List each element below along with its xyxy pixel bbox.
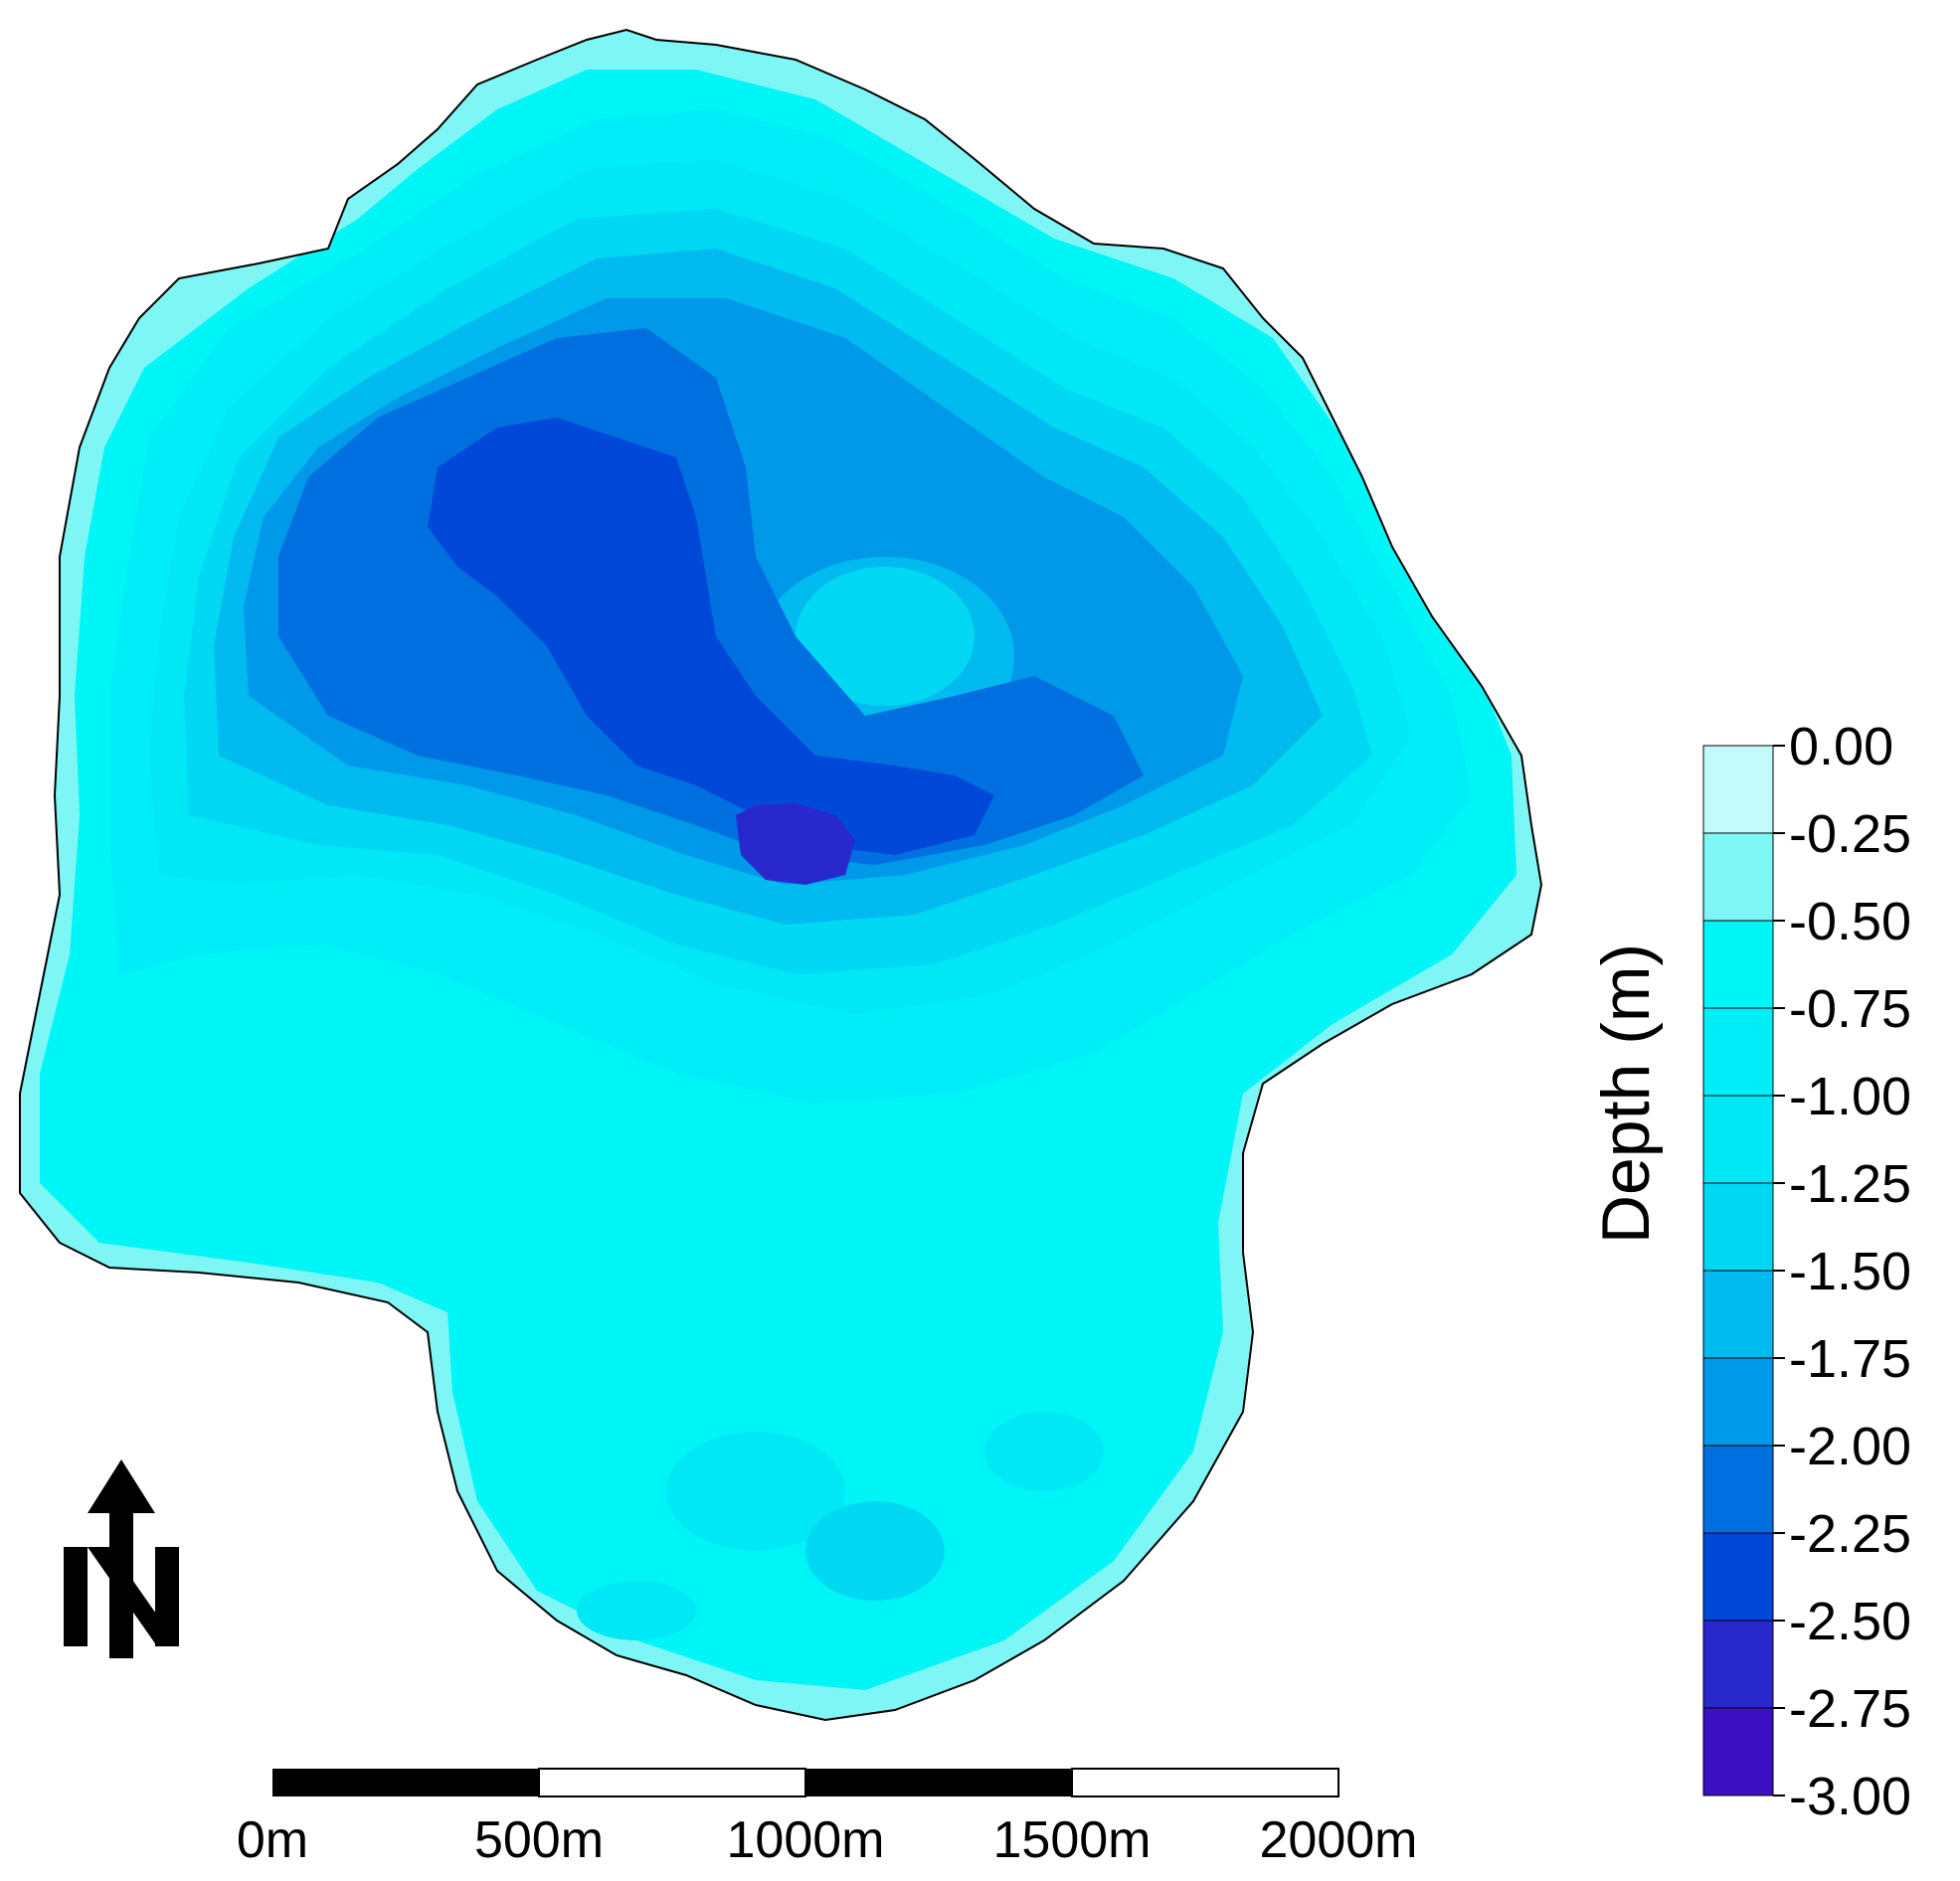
scale-label-500: 500m xyxy=(474,1811,604,1869)
legend-tick-label: -1.75 xyxy=(1789,1329,1911,1389)
south-patch-3 xyxy=(984,1412,1104,1491)
legend-tick-label: -0.25 xyxy=(1789,804,1911,864)
legend-tick-label: -0.50 xyxy=(1789,892,1911,951)
scale-label-1000: 1000m xyxy=(727,1811,885,1869)
legend-tick-label: -2.50 xyxy=(1789,1592,1911,1651)
scale-label-2000: 2000m xyxy=(1260,1811,1418,1869)
legend-tick-label: -2.25 xyxy=(1789,1504,1911,1564)
scale-label-1500: 1500m xyxy=(993,1811,1152,1869)
legend-tick-label: -1.00 xyxy=(1789,1067,1911,1126)
north-arrow-icon xyxy=(64,1459,179,1658)
legend-swatch xyxy=(1702,1270,1774,1359)
south-patch-1 xyxy=(666,1432,845,1551)
legend-swatch xyxy=(1702,1532,1774,1622)
legend-swatch xyxy=(1702,1707,1774,1796)
legend-tick-label: 0.00 xyxy=(1789,717,1893,776)
legend-swatch xyxy=(1702,1357,1774,1447)
legend-tick-label: -0.75 xyxy=(1789,979,1911,1039)
legend-swatch xyxy=(1702,920,1774,1009)
depth-zone-2-25 xyxy=(428,418,994,855)
legend-tick-label: -2.75 xyxy=(1789,1679,1911,1739)
scale-bar: 0m 500m 1000m 1500m 2000m xyxy=(237,1768,1418,1869)
depth-legend: 0.00 -0.25 -0.50 -0.75 -1.00 -1.25 -1.50 -1.75 -… xyxy=(1588,717,1911,1826)
legend-tick-label: -3.00 xyxy=(1789,1767,1911,1826)
legend-tick-labels: 0.00 -0.25 -0.50 -0.75 -1.00 -1.25 -1.50 -1.75 -… xyxy=(1773,717,1911,1826)
legend-colorbar xyxy=(1702,745,1774,1796)
legend-swatch xyxy=(1702,1007,1774,1097)
shallow-mound-core xyxy=(796,567,975,706)
scale-segment-4 xyxy=(1071,1768,1339,1797)
legend-tick-label: -1.25 xyxy=(1789,1154,1911,1214)
scale-segment-1 xyxy=(272,1769,539,1796)
legend-tick-label: -1.50 xyxy=(1789,1242,1911,1301)
legend-swatch xyxy=(1702,745,1774,834)
legend-tick-label: -2.00 xyxy=(1789,1417,1911,1476)
legend-swatch xyxy=(1702,1095,1774,1184)
south-patch-4 xyxy=(577,1581,696,1640)
scale-segment-2 xyxy=(538,1768,806,1797)
legend-swatch xyxy=(1702,1620,1774,1709)
depth-zone-2-50 xyxy=(736,803,855,885)
south-patch-2 xyxy=(805,1501,945,1601)
legend-swatch xyxy=(1702,1445,1774,1534)
scale-segment-3 xyxy=(805,1769,1072,1796)
scale-label-0: 0m xyxy=(237,1811,308,1869)
lake-depth-zones xyxy=(20,30,1541,1720)
legend-title: Depth (m) xyxy=(1588,943,1664,1244)
legend-swatch xyxy=(1702,832,1774,922)
shoreline xyxy=(19,28,1543,1722)
legend-swatch xyxy=(1702,1182,1774,1272)
